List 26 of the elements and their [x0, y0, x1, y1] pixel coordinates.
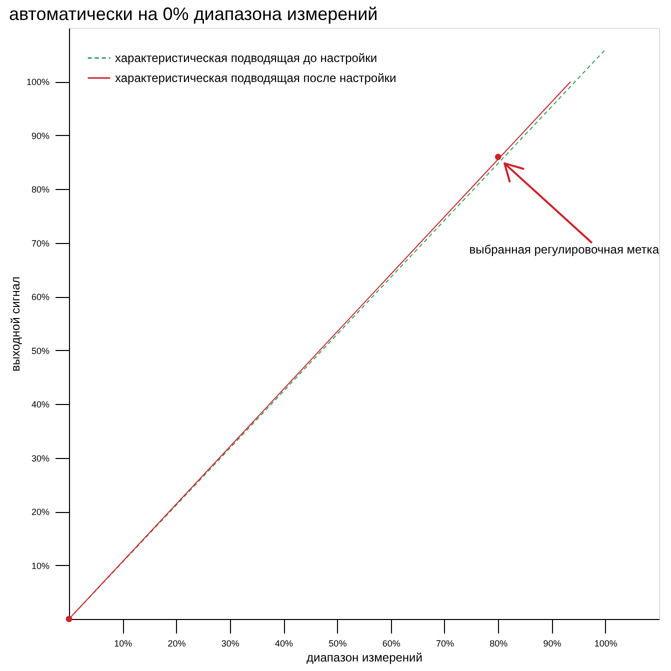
x-tick-label: 60% [382, 638, 400, 648]
legend-label: характеристическая подводящая после настройки [115, 71, 396, 85]
x-tick-label: 90% [543, 638, 562, 648]
x-tick-label: 100% [594, 638, 618, 648]
y-tick-label: 80% [31, 184, 50, 195]
y-axis-title: выходной сигнал [8, 276, 22, 372]
y-tick-label: 20% [31, 507, 50, 518]
annotation: выбранная регулировочная метка [469, 242, 660, 257]
y-tick-label: 90% [31, 130, 50, 141]
x-tick-label: 10% [114, 638, 132, 648]
x-axis-title: диапазон измерений [306, 650, 422, 664]
x-tick-label: 50% [328, 638, 347, 648]
y-tick-label: 100% [26, 77, 50, 88]
y-tick-label: 30% [31, 453, 50, 464]
x-tick-label: 20% [168, 638, 186, 648]
legend-label: характеристическая подводящая до настройки [115, 51, 378, 65]
x-tick-label: 80% [490, 638, 508, 648]
x-tick-label: 30% [221, 638, 240, 648]
x-tick-label: 70% [436, 638, 454, 648]
y-tick-label: 40% [31, 400, 50, 410]
x-tick-label: 40% [275, 638, 294, 648]
chart-title: автоматически на 0% диапазона измерений [8, 4, 378, 24]
y-tick-label: 60% [31, 292, 50, 302]
y-tick-label: 50% [31, 346, 50, 356]
y-tick-label: 10% [31, 560, 50, 571]
y-tick-label: 70% [31, 238, 50, 248]
